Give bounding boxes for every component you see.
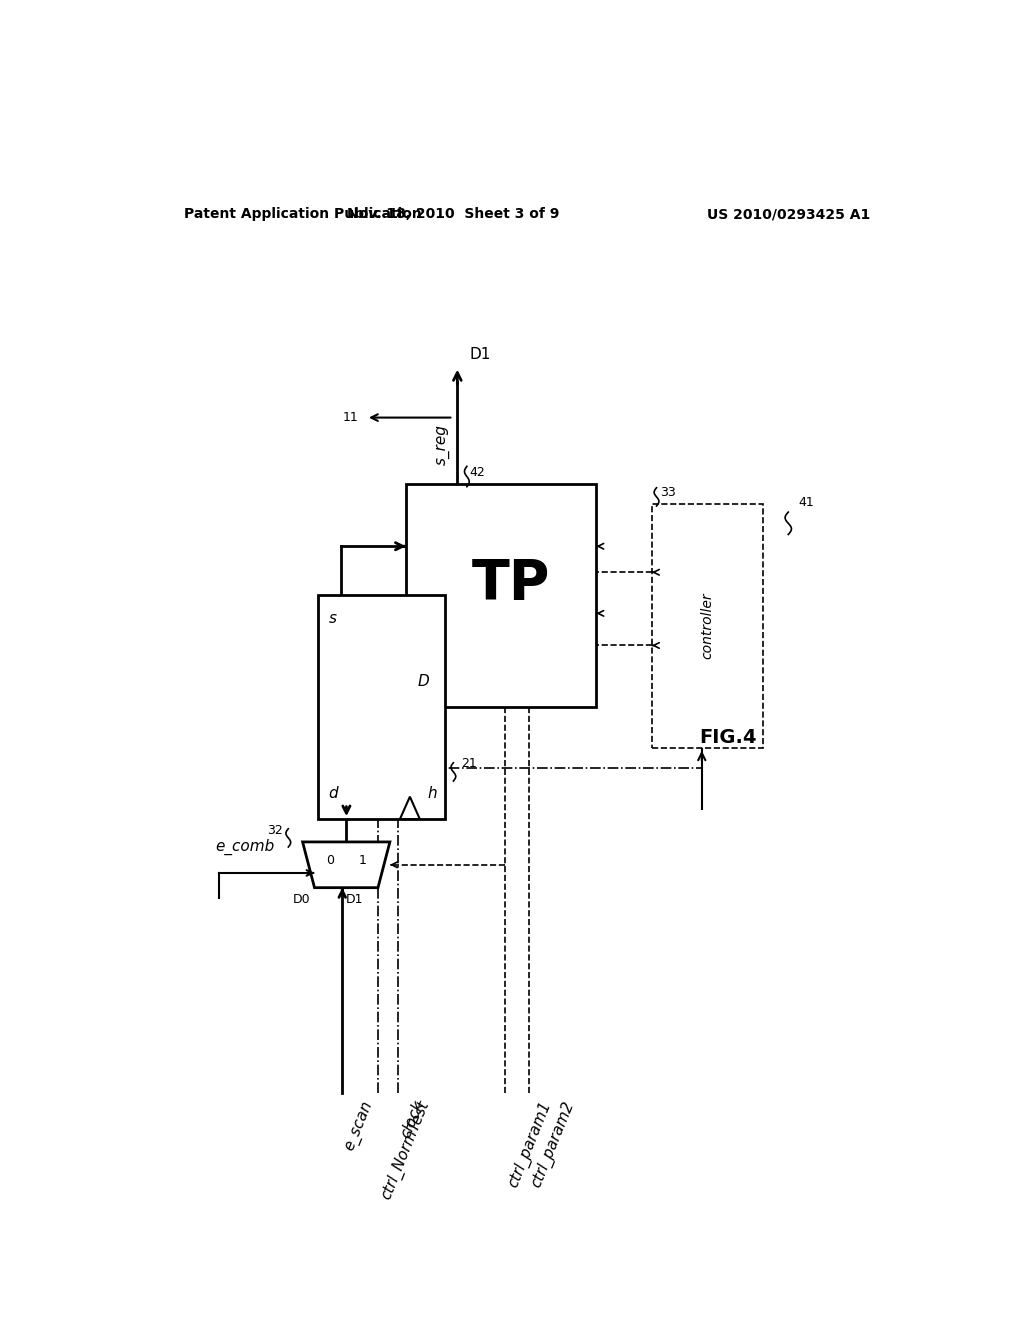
- Text: ctrl_NormTest: ctrl_NormTest: [378, 1098, 432, 1203]
- Polygon shape: [303, 842, 390, 887]
- Bar: [406, 483, 596, 708]
- Text: e_comb: e_comb: [215, 838, 274, 854]
- Text: s_reg: s_reg: [434, 425, 450, 466]
- Text: D0: D0: [293, 892, 310, 906]
- Bar: [318, 595, 445, 818]
- Text: 33: 33: [659, 486, 676, 499]
- Text: 11: 11: [342, 411, 358, 424]
- Text: D: D: [418, 675, 429, 689]
- Text: 42: 42: [469, 466, 485, 479]
- Text: e_scan: e_scan: [342, 1098, 376, 1152]
- Text: D1: D1: [469, 347, 490, 362]
- Text: Nov. 18, 2010  Sheet 3 of 9: Nov. 18, 2010 Sheet 3 of 9: [347, 207, 559, 222]
- Text: h: h: [428, 785, 437, 801]
- Text: ctrl_param2: ctrl_param2: [528, 1098, 579, 1189]
- Text: 0: 0: [327, 854, 335, 867]
- Text: d: d: [329, 785, 338, 801]
- Text: Patent Application Publication: Patent Application Publication: [183, 207, 421, 222]
- Text: US 2010/0293425 A1: US 2010/0293425 A1: [708, 207, 870, 222]
- Text: TP: TP: [471, 557, 550, 611]
- Text: 41: 41: [799, 496, 814, 510]
- Text: controller: controller: [700, 593, 715, 659]
- Bar: [652, 504, 763, 748]
- Text: 32: 32: [267, 824, 283, 837]
- Text: s: s: [329, 611, 337, 626]
- Text: ctrl_param1: ctrl_param1: [505, 1098, 554, 1189]
- Polygon shape: [400, 797, 420, 818]
- Text: D1: D1: [346, 892, 364, 906]
- Text: FIG.4: FIG.4: [699, 729, 757, 747]
- Text: 21: 21: [462, 756, 477, 770]
- Text: 1: 1: [358, 854, 366, 867]
- Text: clock: clock: [397, 1098, 426, 1140]
